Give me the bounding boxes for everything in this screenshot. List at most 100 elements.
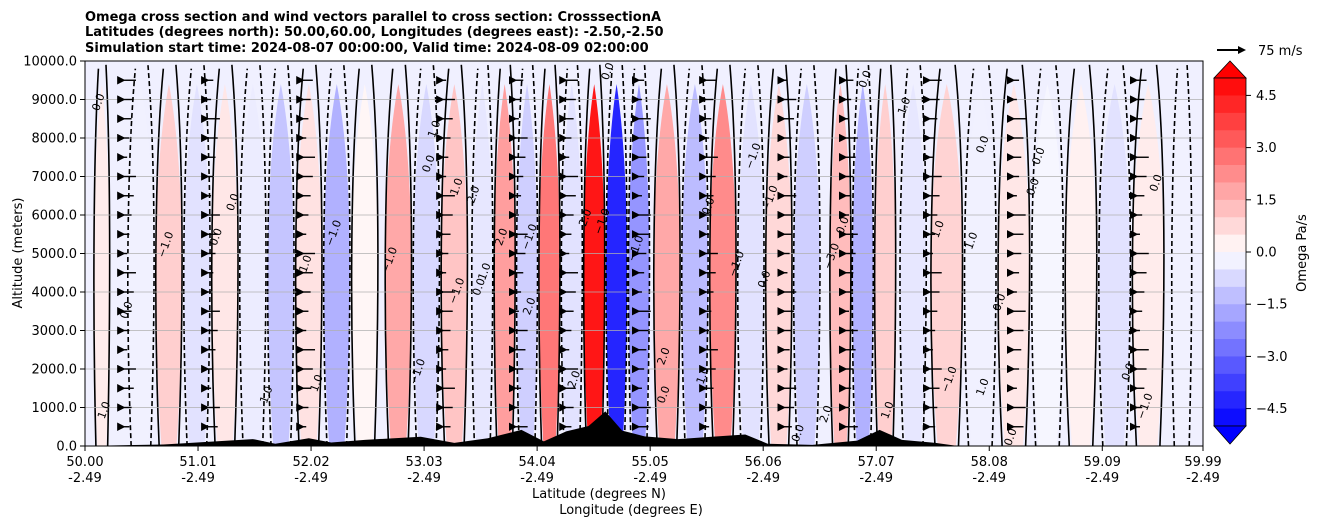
y-tick-label: 1000.0 <box>32 401 78 416</box>
x-tick-label-latitude: 56.06 <box>745 455 782 470</box>
omega-column <box>1065 84 1097 446</box>
colorbar-band <box>1214 78 1246 96</box>
contour-line <box>154 64 183 446</box>
contour-line <box>350 64 379 446</box>
omega-column <box>155 84 183 446</box>
contour-line <box>1030 64 1064 446</box>
contour-label: 0.0 <box>470 277 488 298</box>
omega-column <box>323 84 351 446</box>
colorbar-band <box>1214 356 1246 374</box>
contour-line <box>538 64 561 446</box>
contour-label: 1.0 <box>694 365 712 386</box>
contour-line <box>627 64 651 446</box>
contour-label: 0.0 <box>655 384 673 405</box>
y-tick-label: 8000.0 <box>32 132 78 147</box>
quiver-key: 75 m/s <box>1217 44 1303 59</box>
contour-line <box>560 64 584 446</box>
colorbar-band <box>1214 408 1246 426</box>
y-tick-label: 10000.0 <box>23 55 77 70</box>
y-axis-label: Altitude (meters) <box>11 198 26 309</box>
omega-column <box>997 84 1030 446</box>
omega-column <box>351 84 379 446</box>
omega-column <box>267 84 295 446</box>
y-tick-label: 9000.0 <box>32 93 78 108</box>
contour-label: 1.0 <box>425 119 443 140</box>
x-tick-label-longitude: -2.49 <box>407 471 441 486</box>
colorbar-band <box>1214 112 1246 131</box>
colorbar-extend-low <box>1213 425 1247 445</box>
x-tick-label-longitude: -2.49 <box>1186 471 1220 486</box>
omega-column <box>852 84 874 446</box>
omega-column <box>471 84 493 446</box>
contour-line <box>266 64 295 446</box>
omega-column <box>1171 84 1192 446</box>
contour-label: 2.0 <box>565 369 583 390</box>
contour-line <box>899 64 928 446</box>
contour-label: 0.0 <box>834 215 852 236</box>
x-tick-label-longitude: -2.49 <box>972 471 1006 486</box>
contour-label: 0.0 <box>990 292 1008 313</box>
omega-column <box>516 84 538 446</box>
contour-line <box>851 64 875 446</box>
contour-line <box>997 64 1031 446</box>
contour-label: 2.0 <box>464 184 482 205</box>
contour-label: 0.0 <box>755 269 773 290</box>
contour-label: 0.0 <box>224 192 242 213</box>
omega-column <box>964 84 997 446</box>
contour-label: 2.0 <box>655 346 673 367</box>
contour-label: 0.0 <box>599 61 617 82</box>
colorbar-band <box>1214 147 1246 165</box>
contour-line <box>1170 64 1193 446</box>
colorbar-tick-label: 3.0 <box>1256 141 1277 156</box>
colorbar-band <box>1214 182 1246 200</box>
contour-label: 1.0 <box>962 230 980 251</box>
colorbar-band <box>1214 339 1246 357</box>
omega-column <box>1132 84 1165 446</box>
colorbar-band <box>1214 286 1246 305</box>
contour-line <box>736 64 765 446</box>
y-tick-label: 5000.0 <box>32 247 78 262</box>
contour-label: 0.0 <box>789 423 807 444</box>
colorbar-band <box>1214 391 1246 409</box>
omega-column <box>93 84 110 446</box>
omega-column <box>737 84 765 446</box>
contour-line <box>210 64 239 446</box>
x-tick-label-longitude: -2.49 <box>746 471 780 486</box>
x-tick-label-latitude: 50.00 <box>66 455 103 470</box>
contour-line <box>238 64 267 446</box>
x-tick-label-latitude: 59.09 <box>1084 455 1121 470</box>
x-tick-label-longitude: -2.49 <box>859 471 893 486</box>
colorbar-band <box>1214 269 1246 287</box>
contour-line <box>412 64 441 446</box>
omega-column <box>413 84 440 446</box>
wind-vectors <box>117 76 1149 431</box>
colorbar: 4.5 3.0 1.5 0.0 −1.5 −3.0 −4.5 Omega Pa/s <box>1213 60 1310 445</box>
colorbar-tick-label: −4.5 <box>1256 402 1288 417</box>
contour-line <box>963 64 997 446</box>
contour-label: 0.0 <box>117 300 135 321</box>
contour-label: 1.0 <box>95 400 113 421</box>
terrain-profile <box>85 411 1203 446</box>
x-tick-label-latitude: 54.04 <box>519 455 556 470</box>
omega-field <box>93 84 1192 446</box>
contour-line <box>182 64 211 446</box>
colorbar-band <box>1214 304 1246 322</box>
colorbar-band <box>1214 252 1246 270</box>
omega-column <box>899 84 927 446</box>
colorbar-band <box>1214 217 1246 235</box>
contour-label: 1.0 <box>974 377 992 398</box>
colorbar-band <box>1214 234 1246 252</box>
omega-column <box>653 84 681 446</box>
colorbar-band <box>1214 321 1246 339</box>
y-axis: 0.0 1000.0 2000.0 3000.0 4000.0 5000.0 6000.0 7… <box>23 55 85 455</box>
y-tick-label: 4000.0 <box>32 286 78 301</box>
contour-label: 0.0 <box>974 134 992 155</box>
omega-column <box>1098 84 1131 446</box>
x-tick-label-longitude: -2.49 <box>68 471 102 486</box>
contour-line <box>1098 64 1132 446</box>
x-axis-label-latitude: Latitude (degrees N) <box>532 487 666 502</box>
contour-label: 0.0 <box>699 196 717 217</box>
colorbar-band <box>1214 95 1246 113</box>
omega-column <box>211 84 239 446</box>
chart-title-line-2: Latitudes (degrees north): 50.00,60.00, … <box>85 25 664 40</box>
